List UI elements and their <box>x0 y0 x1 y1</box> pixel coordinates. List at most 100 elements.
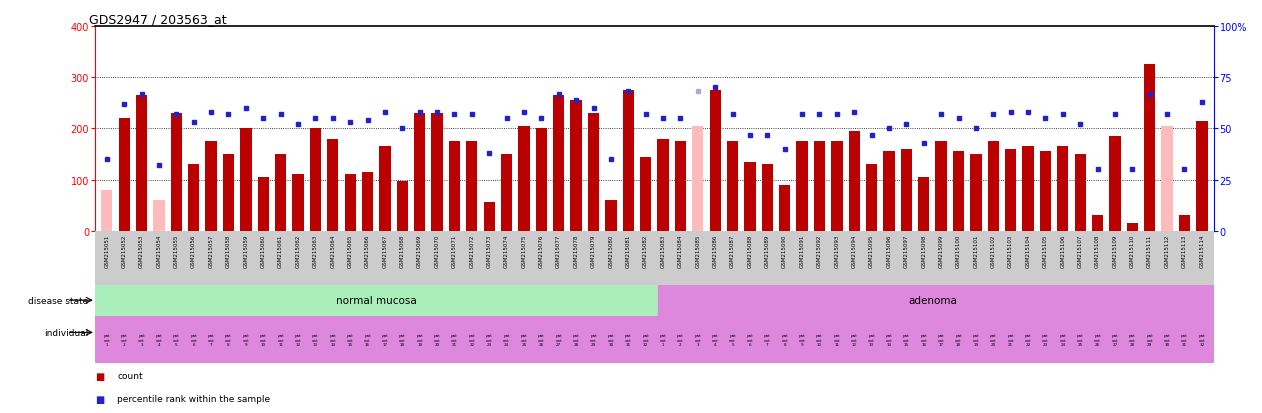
Text: pat
ent
1: pat ent 1 <box>103 333 110 346</box>
Text: GSM215091: GSM215091 <box>800 234 805 267</box>
Bar <box>535 129 546 231</box>
Bar <box>832 142 843 231</box>
Text: GSM215074: GSM215074 <box>504 234 509 267</box>
Text: pat
ent
7: pat ent 7 <box>208 333 215 346</box>
Bar <box>136 96 148 231</box>
Text: pat
ent
16: pat ent 16 <box>365 333 371 346</box>
Text: pat
ent
24: pat ent 24 <box>1059 333 1066 346</box>
Bar <box>206 142 217 231</box>
Text: GSM215056: GSM215056 <box>192 234 196 267</box>
Text: pat
ent
8: pat ent 8 <box>781 333 787 346</box>
Text: pat
ent
24: pat ent 24 <box>504 333 510 346</box>
Bar <box>95 285 658 316</box>
Bar <box>240 129 251 231</box>
Text: GSM215070: GSM215070 <box>434 234 439 267</box>
Bar <box>119 119 130 231</box>
Bar <box>622 91 634 231</box>
Text: GSM215065: GSM215065 <box>347 234 352 267</box>
Bar <box>188 165 199 231</box>
Text: pat
ent
5: pat ent 5 <box>173 333 179 346</box>
Bar <box>1040 152 1051 231</box>
Text: GSM215069: GSM215069 <box>418 234 423 267</box>
Text: GSM215092: GSM215092 <box>817 234 822 267</box>
Text: pat
ent
32: pat ent 32 <box>1199 333 1205 346</box>
Text: GSM215102: GSM215102 <box>991 234 996 267</box>
Text: pat
ent
3: pat ent 3 <box>139 333 145 346</box>
Bar <box>919 178 929 231</box>
Text: ■: ■ <box>95 394 103 404</box>
Bar <box>1074 154 1085 231</box>
Text: GSM215059: GSM215059 <box>244 234 249 267</box>
Text: GSM215100: GSM215100 <box>957 234 962 267</box>
Bar <box>988 142 1000 231</box>
Text: pat
ent
17: pat ent 17 <box>381 333 389 346</box>
Text: pat
ent
4: pat ent 4 <box>712 333 718 346</box>
Text: pat
ent
25: pat ent 25 <box>1076 333 1084 346</box>
Text: pat
ent
15: pat ent 15 <box>904 333 910 346</box>
Bar <box>1196 121 1208 231</box>
Text: GSM215094: GSM215094 <box>852 234 857 267</box>
Text: pat
ent
11: pat ent 11 <box>833 333 840 346</box>
Text: pat
ent
32: pat ent 32 <box>642 333 649 346</box>
Text: pat
ent
19: pat ent 19 <box>416 333 423 346</box>
Bar <box>570 101 582 231</box>
Bar <box>727 142 738 231</box>
Text: pat
ent
23: pat ent 23 <box>486 333 492 346</box>
Text: GSM215055: GSM215055 <box>174 234 179 267</box>
Bar <box>483 202 495 231</box>
Text: pat
ent
22: pat ent 22 <box>468 333 476 346</box>
Text: pat
ent
4: pat ent 4 <box>155 333 163 346</box>
Text: GSM215101: GSM215101 <box>973 234 978 267</box>
Text: GSM215067: GSM215067 <box>382 234 387 267</box>
Text: pat
ent
21: pat ent 21 <box>451 333 458 346</box>
Bar <box>745 162 756 231</box>
Bar <box>1058 147 1069 231</box>
Text: GSM215093: GSM215093 <box>834 234 839 267</box>
Text: GSM215061: GSM215061 <box>278 234 283 267</box>
Text: GDS2947 / 203563_at: GDS2947 / 203563_at <box>90 13 227 26</box>
Bar <box>466 142 477 231</box>
Text: GSM215099: GSM215099 <box>939 234 944 267</box>
Text: GSM215110: GSM215110 <box>1129 234 1135 267</box>
Bar <box>327 139 338 231</box>
Text: GSM215080: GSM215080 <box>608 234 613 267</box>
Text: GSM215075: GSM215075 <box>521 234 526 267</box>
Text: pat
ent
14: pat ent 14 <box>886 333 892 346</box>
Text: percentile rank within the sample: percentile rank within the sample <box>117 394 270 403</box>
Text: GSM215104: GSM215104 <box>1026 234 1031 267</box>
Text: pat
ent
30: pat ent 30 <box>1164 333 1170 346</box>
Text: GSM215053: GSM215053 <box>139 234 144 267</box>
Text: count: count <box>117 371 143 380</box>
Text: GSM215096: GSM215096 <box>886 234 891 267</box>
Text: GSM215073: GSM215073 <box>487 234 492 267</box>
Text: pat
ent
28: pat ent 28 <box>1129 333 1136 346</box>
Bar <box>935 142 946 231</box>
Text: pat
ent
19: pat ent 19 <box>973 333 979 346</box>
Text: GSM215060: GSM215060 <box>261 234 266 267</box>
Text: pat
ent
2: pat ent 2 <box>121 333 127 346</box>
Text: GSM215068: GSM215068 <box>400 234 405 267</box>
Text: pat
ent
18: pat ent 18 <box>955 333 962 346</box>
Text: individual: individual <box>44 328 88 337</box>
Text: GSM215103: GSM215103 <box>1008 234 1013 267</box>
Text: GSM215088: GSM215088 <box>747 234 752 267</box>
Text: GSM215066: GSM215066 <box>365 234 370 267</box>
Text: GSM215083: GSM215083 <box>660 234 665 267</box>
Text: pat
ent
6: pat ent 6 <box>191 333 197 346</box>
Text: pat
ent
18: pat ent 18 <box>399 333 405 346</box>
Text: pat
ent
9: pat ent 9 <box>242 333 250 346</box>
Text: pat
ent
9: pat ent 9 <box>799 333 805 346</box>
Text: pat
ent
27: pat ent 27 <box>555 333 562 346</box>
Text: pat
ent
14: pat ent 14 <box>329 333 336 346</box>
Text: GSM215098: GSM215098 <box>921 234 926 267</box>
Bar <box>519 126 530 231</box>
Bar <box>883 152 895 231</box>
Text: pat
ent
11: pat ent 11 <box>278 333 284 346</box>
Bar <box>1145 65 1156 231</box>
Text: GSM215063: GSM215063 <box>313 234 318 267</box>
Bar <box>901 150 912 231</box>
Bar <box>1127 223 1138 231</box>
Bar <box>814 142 825 231</box>
Text: GSM215071: GSM215071 <box>452 234 457 267</box>
Text: pat
ent
10: pat ent 10 <box>817 333 823 346</box>
